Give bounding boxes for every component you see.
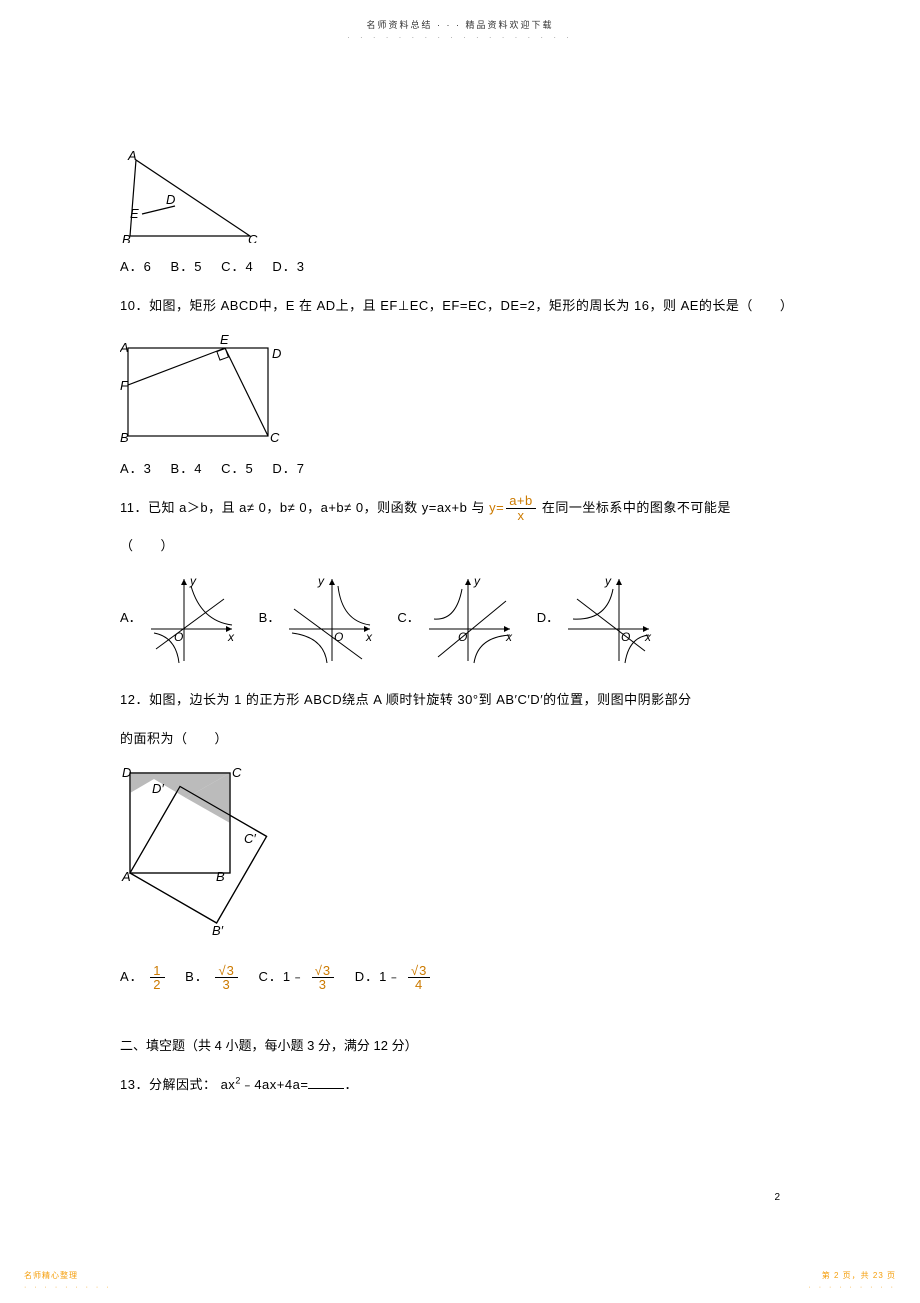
q11-text: 11．已知 a＞b，且 a≠ 0，b≠ 0，a+b≠ 0，则函数 y=ax+b … [120, 494, 800, 523]
q12-b-label: B． [185, 969, 209, 984]
q13-prefix: 13．分解因式： ax [120, 1077, 235, 1092]
svg-text:x: x [365, 630, 373, 644]
q11-yeq: y= [489, 500, 504, 515]
q12-a-frac: 12 [150, 964, 164, 992]
q13-blank [308, 1077, 344, 1089]
q12-d-num: √3 [408, 964, 430, 979]
footer-left: 名师精心整理 [24, 1270, 78, 1281]
svg-text:B: B [122, 232, 131, 243]
q10-figure: E A D F B C [120, 330, 285, 445]
q12-a-num: 1 [150, 964, 164, 979]
q12-b-den: 3 [215, 978, 237, 992]
page-content: A D E B C A．6 B．5 C．4 D．3 10．如图，矩形 ABCD中… [0, 42, 920, 1099]
svg-text:A: A [121, 869, 131, 884]
q12-d-frac: √34 [408, 964, 430, 992]
svg-text:F: F [120, 378, 129, 393]
q11-opt-d: D． x y O [537, 571, 658, 666]
q11-frac-num: a+b [506, 494, 536, 509]
q12-a-den: 2 [150, 978, 164, 992]
q9-c: C．4 [221, 259, 254, 274]
q12-d-label: D．1﹣ [355, 969, 402, 984]
svg-text:D: D [272, 346, 281, 361]
q12-c-den: 3 [312, 978, 334, 992]
footer-left-dots: · · · · · · · · · [24, 1284, 112, 1291]
svg-text:E: E [130, 206, 139, 221]
svg-text:x: x [644, 630, 652, 644]
svg-text:C: C [248, 232, 258, 243]
q12-text: 12．如图，边长为 1 的正方形 ABCD绕点 A 顺时针旋转 30°到 AB′… [120, 686, 800, 715]
q9-b: B．5 [171, 259, 203, 274]
q10-text: 10．如图，矩形 ABCD中，E 在 AD上，且 EF⊥EC，EF=EC，DE=… [120, 292, 800, 321]
q11-graph-b: x y O [284, 571, 379, 666]
q10-b: B．4 [171, 461, 203, 476]
q12-d-den: 4 [408, 978, 430, 992]
q12-a-label: A． [120, 969, 144, 984]
q11-opt-b: B． x y O [259, 571, 380, 666]
q11-d-label: D． [537, 604, 559, 633]
section2-title: 二、填空题（共 4 小题，每小题 3 分，满分 12 分） [120, 1032, 800, 1061]
q12-text2: 的面积为（ ） [120, 725, 800, 754]
svg-text:x: x [505, 630, 513, 644]
q12-answers: A． 12 B． √33 C．1﹣ √33 D．1﹣ √34 [120, 963, 800, 992]
q10-d: D．7 [272, 461, 305, 476]
svg-text:B: B [120, 430, 129, 445]
q9-a: A．6 [120, 259, 152, 274]
svg-text:D′: D′ [152, 781, 164, 796]
q13-suffix: ． [344, 1077, 358, 1092]
svg-text:B: B [216, 869, 225, 884]
svg-text:C′: C′ [244, 831, 256, 846]
svg-text:E: E [220, 332, 229, 347]
q11-b-label: B． [259, 604, 281, 633]
q9-d: D．3 [272, 259, 305, 274]
q12-c-num: √3 [312, 964, 334, 979]
q11-frac-den: x [506, 509, 536, 523]
q12-b-frac: √33 [215, 964, 237, 992]
svg-text:y: y [317, 574, 325, 588]
q11-graph-c: x y O [424, 571, 519, 666]
svg-text:A: A [120, 340, 129, 355]
svg-text:O: O [621, 630, 630, 644]
q12-c-label: C．1﹣ [258, 969, 305, 984]
svg-text:y: y [473, 574, 481, 588]
q11-suffix: 在同一坐标系中的图象不可能是 [542, 500, 731, 515]
q11-opt-c: C． x y O [397, 571, 518, 666]
svg-text:y: y [189, 574, 197, 588]
svg-text:D: D [122, 765, 131, 780]
q10-a: A．3 [120, 461, 152, 476]
q11-graph-a: x y O [146, 571, 241, 666]
q11-graph-d: x y O [563, 571, 658, 666]
svg-text:A: A [127, 148, 137, 163]
q11-opt-a: A． x y O [120, 571, 241, 666]
header-dots: · · · · · · · · · · · · · · · · · · [0, 33, 920, 42]
q10-c: C．5 [221, 461, 254, 476]
q11-options: A． x y O B． x y O [120, 571, 800, 666]
q13-mid: ﹣4ax+4a= [241, 1077, 309, 1092]
svg-text:C: C [270, 430, 280, 445]
header-title: 名师资料总结 · · · 精品资料欢迎下载 [0, 0, 920, 31]
q13-text: 13．分解因式： ax2﹣4ax+4a=． [120, 1071, 800, 1100]
q12-c-frac: √33 [312, 964, 334, 992]
q12-b-num: √3 [215, 964, 237, 979]
q11-paren: （ ） [120, 532, 800, 561]
q11-prefix: 11．已知 a＞b，且 a≠ 0，b≠ 0，a+b≠ 0，则函数 y=ax+b … [120, 500, 489, 515]
svg-text:x: x [227, 630, 235, 644]
q9-figure: A D E B C [120, 148, 260, 243]
q11-c-label: C． [397, 604, 419, 633]
page-number: 2 [774, 1192, 780, 1203]
footer-right: 第 2 页，共 23 页 [822, 1270, 896, 1281]
svg-text:C: C [232, 765, 242, 780]
q11-a-label: A． [120, 604, 142, 633]
q12-figure: D C A B D′ C′ B′ [120, 763, 270, 953]
svg-text:B′: B′ [212, 923, 224, 938]
svg-text:y: y [604, 574, 612, 588]
footer-right-dots: · · · · · · · · · [808, 1284, 896, 1291]
q11-frac: a+bx [506, 494, 536, 522]
q9-answers: A．6 B．5 C．4 D．3 [120, 253, 800, 282]
q10-answers: A．3 B．4 C．5 D．7 [120, 455, 800, 484]
svg-text:D: D [166, 192, 175, 207]
